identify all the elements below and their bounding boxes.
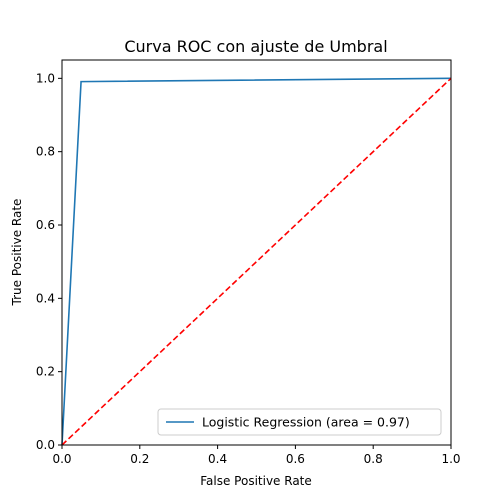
y-tick-label: 0.0: [36, 438, 55, 452]
axis-ticks: 0.0 0.2 0.4 0.6 0.8 1.0 0.0 0.2 0.4 0.6 0.8 1.0: [36, 71, 461, 466]
legend-label: Logistic Regression (area = 0.97): [202, 415, 410, 430]
y-tick-label: 0.6: [36, 218, 55, 232]
x-tick-label: 0.2: [130, 452, 149, 466]
legend: Logistic Regression (area = 0.97): [157, 408, 442, 436]
x-tick-label: 0.8: [364, 452, 383, 466]
x-tick-label: 0.6: [286, 452, 305, 466]
x-tick-label: 0.0: [52, 452, 71, 466]
chart-title: Curva ROC con ajuste de Umbral: [124, 37, 387, 56]
plot-area: [61, 77, 452, 446]
plot-frame: [61, 59, 452, 446]
x-tick-label: 1.0: [441, 452, 460, 466]
y-tick-label: 0.4: [36, 291, 55, 305]
y-tick-label: 0.8: [36, 145, 55, 159]
y-axis-label: True Positive Rate: [10, 199, 24, 307]
reference-diagonal-line: [61, 77, 452, 446]
x-axis-label: False Positive Rate: [200, 474, 312, 488]
legend-box: [157, 408, 442, 436]
x-tick-label: 0.4: [208, 452, 227, 466]
roc-curve-line: [61, 77, 452, 446]
y-tick-label: 0.2: [36, 365, 55, 379]
y-tick-label: 1.0: [36, 71, 55, 85]
